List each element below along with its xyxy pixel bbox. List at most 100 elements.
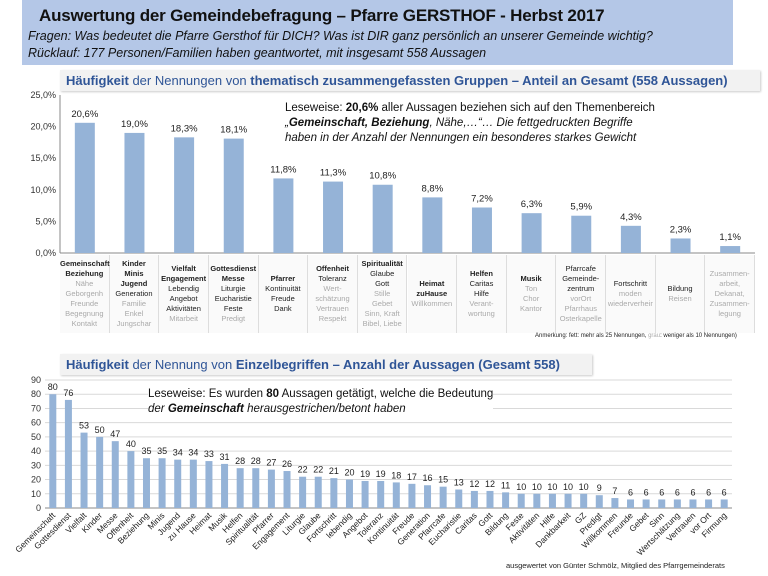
note-text: Leseweise: Es wurden xyxy=(148,388,267,400)
note-text: herausgestrichen/betont haben xyxy=(243,403,406,415)
bar xyxy=(705,499,713,508)
category-term: vorOrt xyxy=(570,294,592,303)
category-term: Geborgenh xyxy=(65,289,104,298)
category-term: Pfarrhaus xyxy=(564,304,597,313)
data-label: 27 xyxy=(266,458,276,468)
bar xyxy=(455,489,463,508)
category-term: Gebet xyxy=(371,299,393,308)
y-tick-label: 30 xyxy=(31,460,41,470)
bar xyxy=(521,213,542,253)
bar xyxy=(273,178,294,253)
category-term: Beziehung xyxy=(65,269,104,278)
data-label: 10 xyxy=(563,482,573,492)
data-label: 10 xyxy=(579,482,589,492)
category-term: Angebot xyxy=(169,294,198,303)
category-term: Vertrauen xyxy=(316,304,349,313)
y-tick-label: 70 xyxy=(31,403,41,413)
category-cell: Vielfalt Engagement Lebendig Angebot Aktivit… xyxy=(159,255,209,333)
category-term: Familie xyxy=(121,299,147,308)
y-tick-label: 60 xyxy=(31,418,41,428)
bar xyxy=(673,499,681,508)
data-label: 10,8% xyxy=(369,171,396,182)
data-label: 2,3% xyxy=(670,224,692,235)
bar xyxy=(377,480,385,508)
chart1-reading-note: Leseweise: 20,6% aller Aussagen beziehen… xyxy=(285,101,655,146)
category-term: Zusammen- xyxy=(709,299,750,308)
response-text: Rücklauf: 177 Personen/Familien haben ge… xyxy=(28,46,487,60)
bar xyxy=(111,441,119,508)
data-label: 80 xyxy=(48,382,58,392)
category-term: Aktivitäten xyxy=(166,304,201,313)
data-label: 19,0% xyxy=(121,119,148,130)
bar xyxy=(189,459,197,508)
bar xyxy=(205,461,213,508)
data-label: 22 xyxy=(298,465,308,475)
category-term: Kinder xyxy=(122,259,146,268)
category-term: Spiritualität xyxy=(361,259,403,268)
bar xyxy=(720,246,741,253)
category-term: Dekanat, xyxy=(714,289,745,298)
category-term: Messe xyxy=(221,274,245,283)
y-tick-label: 10,0% xyxy=(30,185,56,195)
chart2-title: Häufigkeit der Nennung von Einzelbegriff… xyxy=(60,354,592,375)
category-term: Jungschar xyxy=(116,319,152,328)
note-text: aller Aussagen beziehen sich auf den The… xyxy=(378,102,655,114)
category-term: Bildung xyxy=(667,284,693,293)
bar xyxy=(670,238,691,253)
category-term: Feste xyxy=(223,304,243,313)
chart2-title-a: Häufigkeit xyxy=(66,357,129,372)
bar xyxy=(174,459,182,508)
category-term: Enkel xyxy=(124,309,144,318)
bar xyxy=(689,499,697,508)
note-text: haben in der Anzahl der Nennungen ein be… xyxy=(285,132,637,144)
data-label: 7,2% xyxy=(471,193,493,204)
bar xyxy=(517,493,525,508)
category-term: Bibel, Liebe xyxy=(362,319,402,328)
note-text: , Nähe,…“… Die fettgedruckten Begriffe xyxy=(429,117,633,129)
category-term: Kontinuität xyxy=(265,284,301,293)
category-term: wiederverheir xyxy=(607,299,653,308)
data-label: 40 xyxy=(126,439,136,449)
bar xyxy=(80,432,88,508)
bar xyxy=(392,482,400,508)
data-label: 10 xyxy=(516,482,526,492)
category-term: Pfarrcafe xyxy=(565,264,596,273)
bar xyxy=(158,458,166,508)
data-label: 15 xyxy=(438,475,448,485)
category-term: Sinn, Kraft xyxy=(364,309,400,318)
data-label: 6 xyxy=(706,487,711,497)
note-text: „ xyxy=(285,117,289,129)
bar xyxy=(564,493,572,508)
data-label: 18 xyxy=(391,470,401,480)
category-term: Freude xyxy=(271,294,295,303)
chart1-title-a: Häufigkeit xyxy=(66,73,129,88)
bar xyxy=(96,436,104,508)
category-term: Jugend xyxy=(120,279,148,288)
bar xyxy=(642,499,650,508)
data-label: 6 xyxy=(675,487,680,497)
data-label: 26 xyxy=(282,459,292,469)
data-label: 47 xyxy=(110,429,120,439)
category-term: Gemeinschaft xyxy=(60,259,110,268)
data-label: 6 xyxy=(644,487,649,497)
data-label: 19 xyxy=(360,469,370,479)
category-term: Wert- xyxy=(323,284,342,293)
data-label: 5,9% xyxy=(570,202,592,213)
data-label: 11,3% xyxy=(320,168,347,179)
category-term: moden xyxy=(618,289,642,298)
bar xyxy=(330,478,338,508)
category-term: Stille xyxy=(374,289,391,298)
category-term: Respekt xyxy=(318,314,347,323)
category-term: Helfen xyxy=(470,269,493,278)
category-term: schätzung xyxy=(315,294,350,303)
y-tick-label: 50 xyxy=(31,432,41,442)
bar xyxy=(470,490,478,508)
bar xyxy=(49,394,57,508)
data-label: 9 xyxy=(597,483,602,493)
category-cell: Offenheit Toleranz Wert-schätzung Vertrauen… xyxy=(308,255,358,333)
bar xyxy=(236,468,244,508)
data-label: 13 xyxy=(454,478,464,488)
page-title: Auswertung der Gemeindebefragung – Pfarr… xyxy=(39,6,605,25)
bar xyxy=(64,399,72,508)
category-term: Willkommen xyxy=(411,299,453,308)
